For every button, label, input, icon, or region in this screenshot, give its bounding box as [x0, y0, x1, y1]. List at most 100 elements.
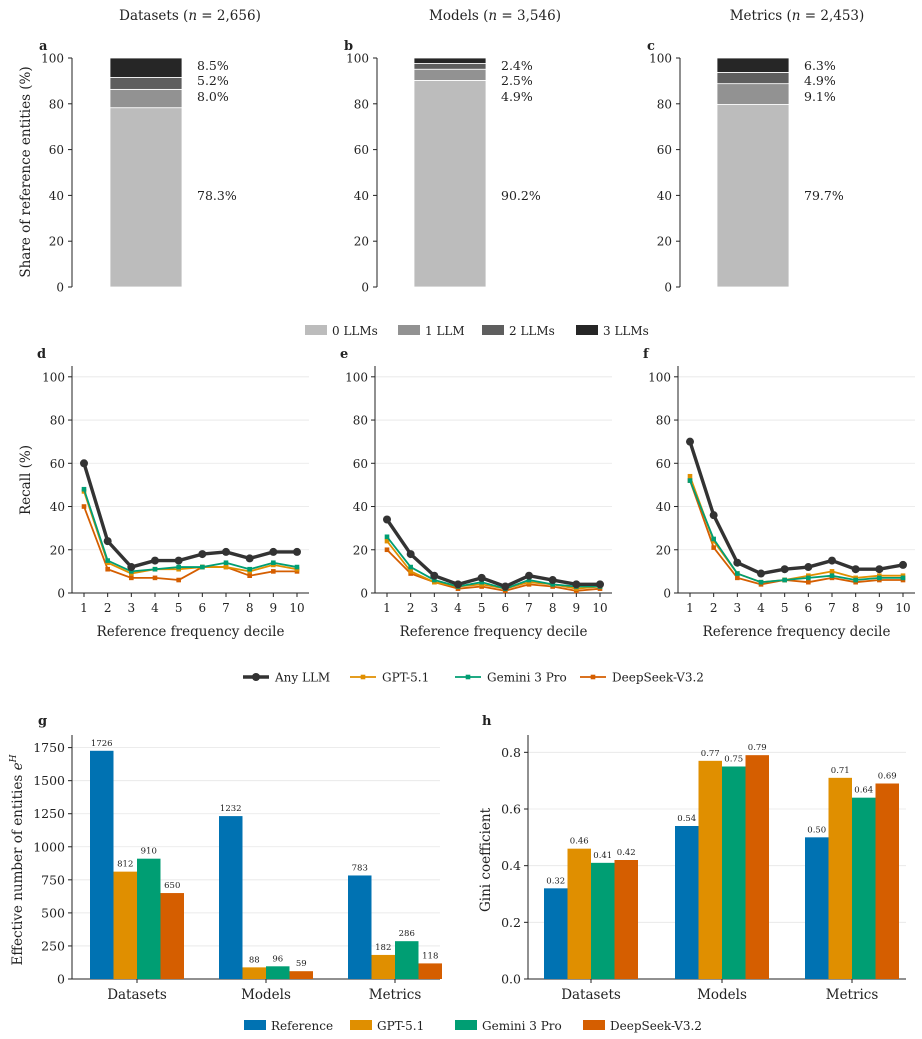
bar-value-label: 0.71 [831, 766, 850, 776]
legend-marker [590, 674, 596, 680]
panel-e: e 0 20 40 60 80 100 1 2 3 4 5 6 7 8 9 10 Reference freque… [340, 347, 612, 640]
data-point [294, 564, 300, 570]
x-tick-label: 6 [805, 601, 813, 615]
data-point [103, 537, 112, 546]
data-point [223, 564, 229, 570]
data-point [804, 563, 813, 572]
y-tick-label: 60 [354, 143, 369, 157]
bar [745, 755, 769, 979]
y-axis-label: Effective number of entities eH [9, 754, 26, 965]
y-tick-label: 100 [649, 52, 672, 66]
y-tick-label: 20 [50, 543, 65, 557]
series-line-deepseek-v3-2 [386, 549, 601, 592]
stack-segment [413, 57, 487, 64]
bar-value-label: 1232 [220, 804, 242, 814]
data-point [548, 576, 557, 585]
bar [371, 954, 395, 979]
stack-segment [109, 88, 183, 109]
data-point [828, 556, 836, 565]
x-tick-label: 5 [781, 601, 789, 615]
data-point [550, 582, 555, 587]
bar-value-label: 910 [141, 847, 157, 857]
bar-value-label: 96 [272, 954, 283, 964]
data-point [782, 577, 787, 583]
y-tick-label: 100 [345, 370, 368, 384]
bar [395, 941, 419, 979]
y-tick-label: 0 [361, 281, 369, 295]
legend-stack: 0 LLMs 1 LLM 2 LLMs 3 LLMs [305, 324, 649, 338]
data-point [829, 573, 835, 579]
bar-value-label: 0.50 [807, 825, 826, 835]
y-tick-label: 0 [664, 281, 672, 295]
data-point [222, 547, 230, 556]
data-point [432, 577, 437, 583]
data-point [806, 575, 811, 581]
data-point [105, 558, 110, 563]
category-label: Metrics [369, 987, 422, 1003]
x-tick-label: 10 [289, 601, 304, 615]
data-point [198, 550, 207, 559]
panel-g: g 0 250 500 750 1000 1250 1500 1750 Datasets 1726 8… [33, 714, 442, 1003]
panel-b: Models (n = 3,546) b 0 20 40 60 80 100 90.2% 2.4%… [344, 8, 561, 295]
y-tick-label: 1250 [33, 806, 65, 821]
series-line-gemini-3-pro [689, 480, 903, 584]
y-tick-label: 500 [41, 905, 65, 920]
segment-label: 79.7% [804, 188, 844, 203]
x-tick-label: 3 [431, 601, 439, 615]
y-tick-label: 40 [50, 500, 65, 514]
legend-label: 1 LLM [425, 324, 465, 338]
data-point [733, 558, 742, 567]
category-label: Models [697, 987, 747, 1003]
bar [242, 967, 266, 979]
data-point [383, 515, 391, 524]
y-tick-label: 80 [657, 97, 672, 111]
y-tick-label: 60 [49, 143, 64, 157]
panel-letter: b [344, 39, 353, 54]
data-point [151, 556, 159, 565]
y-tick-label: 0 [56, 281, 64, 295]
category-label: Metrics [826, 987, 879, 1003]
data-point [247, 573, 252, 579]
y-tick-label: 80 [50, 414, 65, 428]
y-tick-label: 60 [657, 143, 672, 157]
stack-segment [109, 107, 183, 288]
stack-segment [413, 68, 487, 81]
data-point [877, 575, 882, 581]
y-tick-label: 0 [663, 587, 671, 601]
y-tick-label: 80 [354, 97, 369, 111]
segment-label: 2.4% [501, 58, 533, 73]
x-tick-label: 1 [686, 601, 694, 615]
bar [805, 837, 829, 979]
data-point [757, 569, 765, 578]
stack-segment [109, 77, 183, 90]
series-line-any-llm [385, 518, 600, 589]
x-tick-label: 1 [80, 601, 88, 615]
data-point [384, 538, 390, 544]
data-point [271, 560, 276, 566]
data-point [477, 573, 486, 582]
y-tick-label: 250 [41, 938, 65, 953]
bar [591, 862, 615, 979]
legend-label: 2 LLMs [509, 324, 555, 338]
panel-d: d 0 20 40 60 80 100 1 2 3 4 5 6 7 8 9 10 Reference freque… [37, 347, 309, 640]
x-tick-label: 3 [128, 601, 136, 615]
segment-label: 78.3% [197, 188, 237, 203]
legend-swatch [305, 325, 327, 335]
data-point [81, 486, 87, 492]
x-tick-label: 6 [199, 601, 207, 615]
legend-swatch [482, 325, 504, 335]
panel-title: Datasets (n = 2,656) [119, 8, 261, 24]
y-tick-label: 100 [346, 52, 369, 66]
segment-label: 9.1% [804, 89, 836, 104]
bar [219, 816, 243, 979]
data-point [430, 571, 439, 580]
series-line-deepseek-v3-2 [83, 506, 297, 581]
y-tick-label: 0 [57, 972, 65, 987]
data-point [129, 575, 134, 581]
bar [698, 760, 722, 979]
segment-label: 2.5% [501, 73, 533, 88]
bar-value-label: 812 [117, 860, 133, 870]
data-point [247, 566, 252, 572]
data-point [454, 580, 462, 589]
panel-c: Metrics (n = 2,453) c 0 20 40 60 80 100 79.7% 6.3… [647, 8, 864, 295]
